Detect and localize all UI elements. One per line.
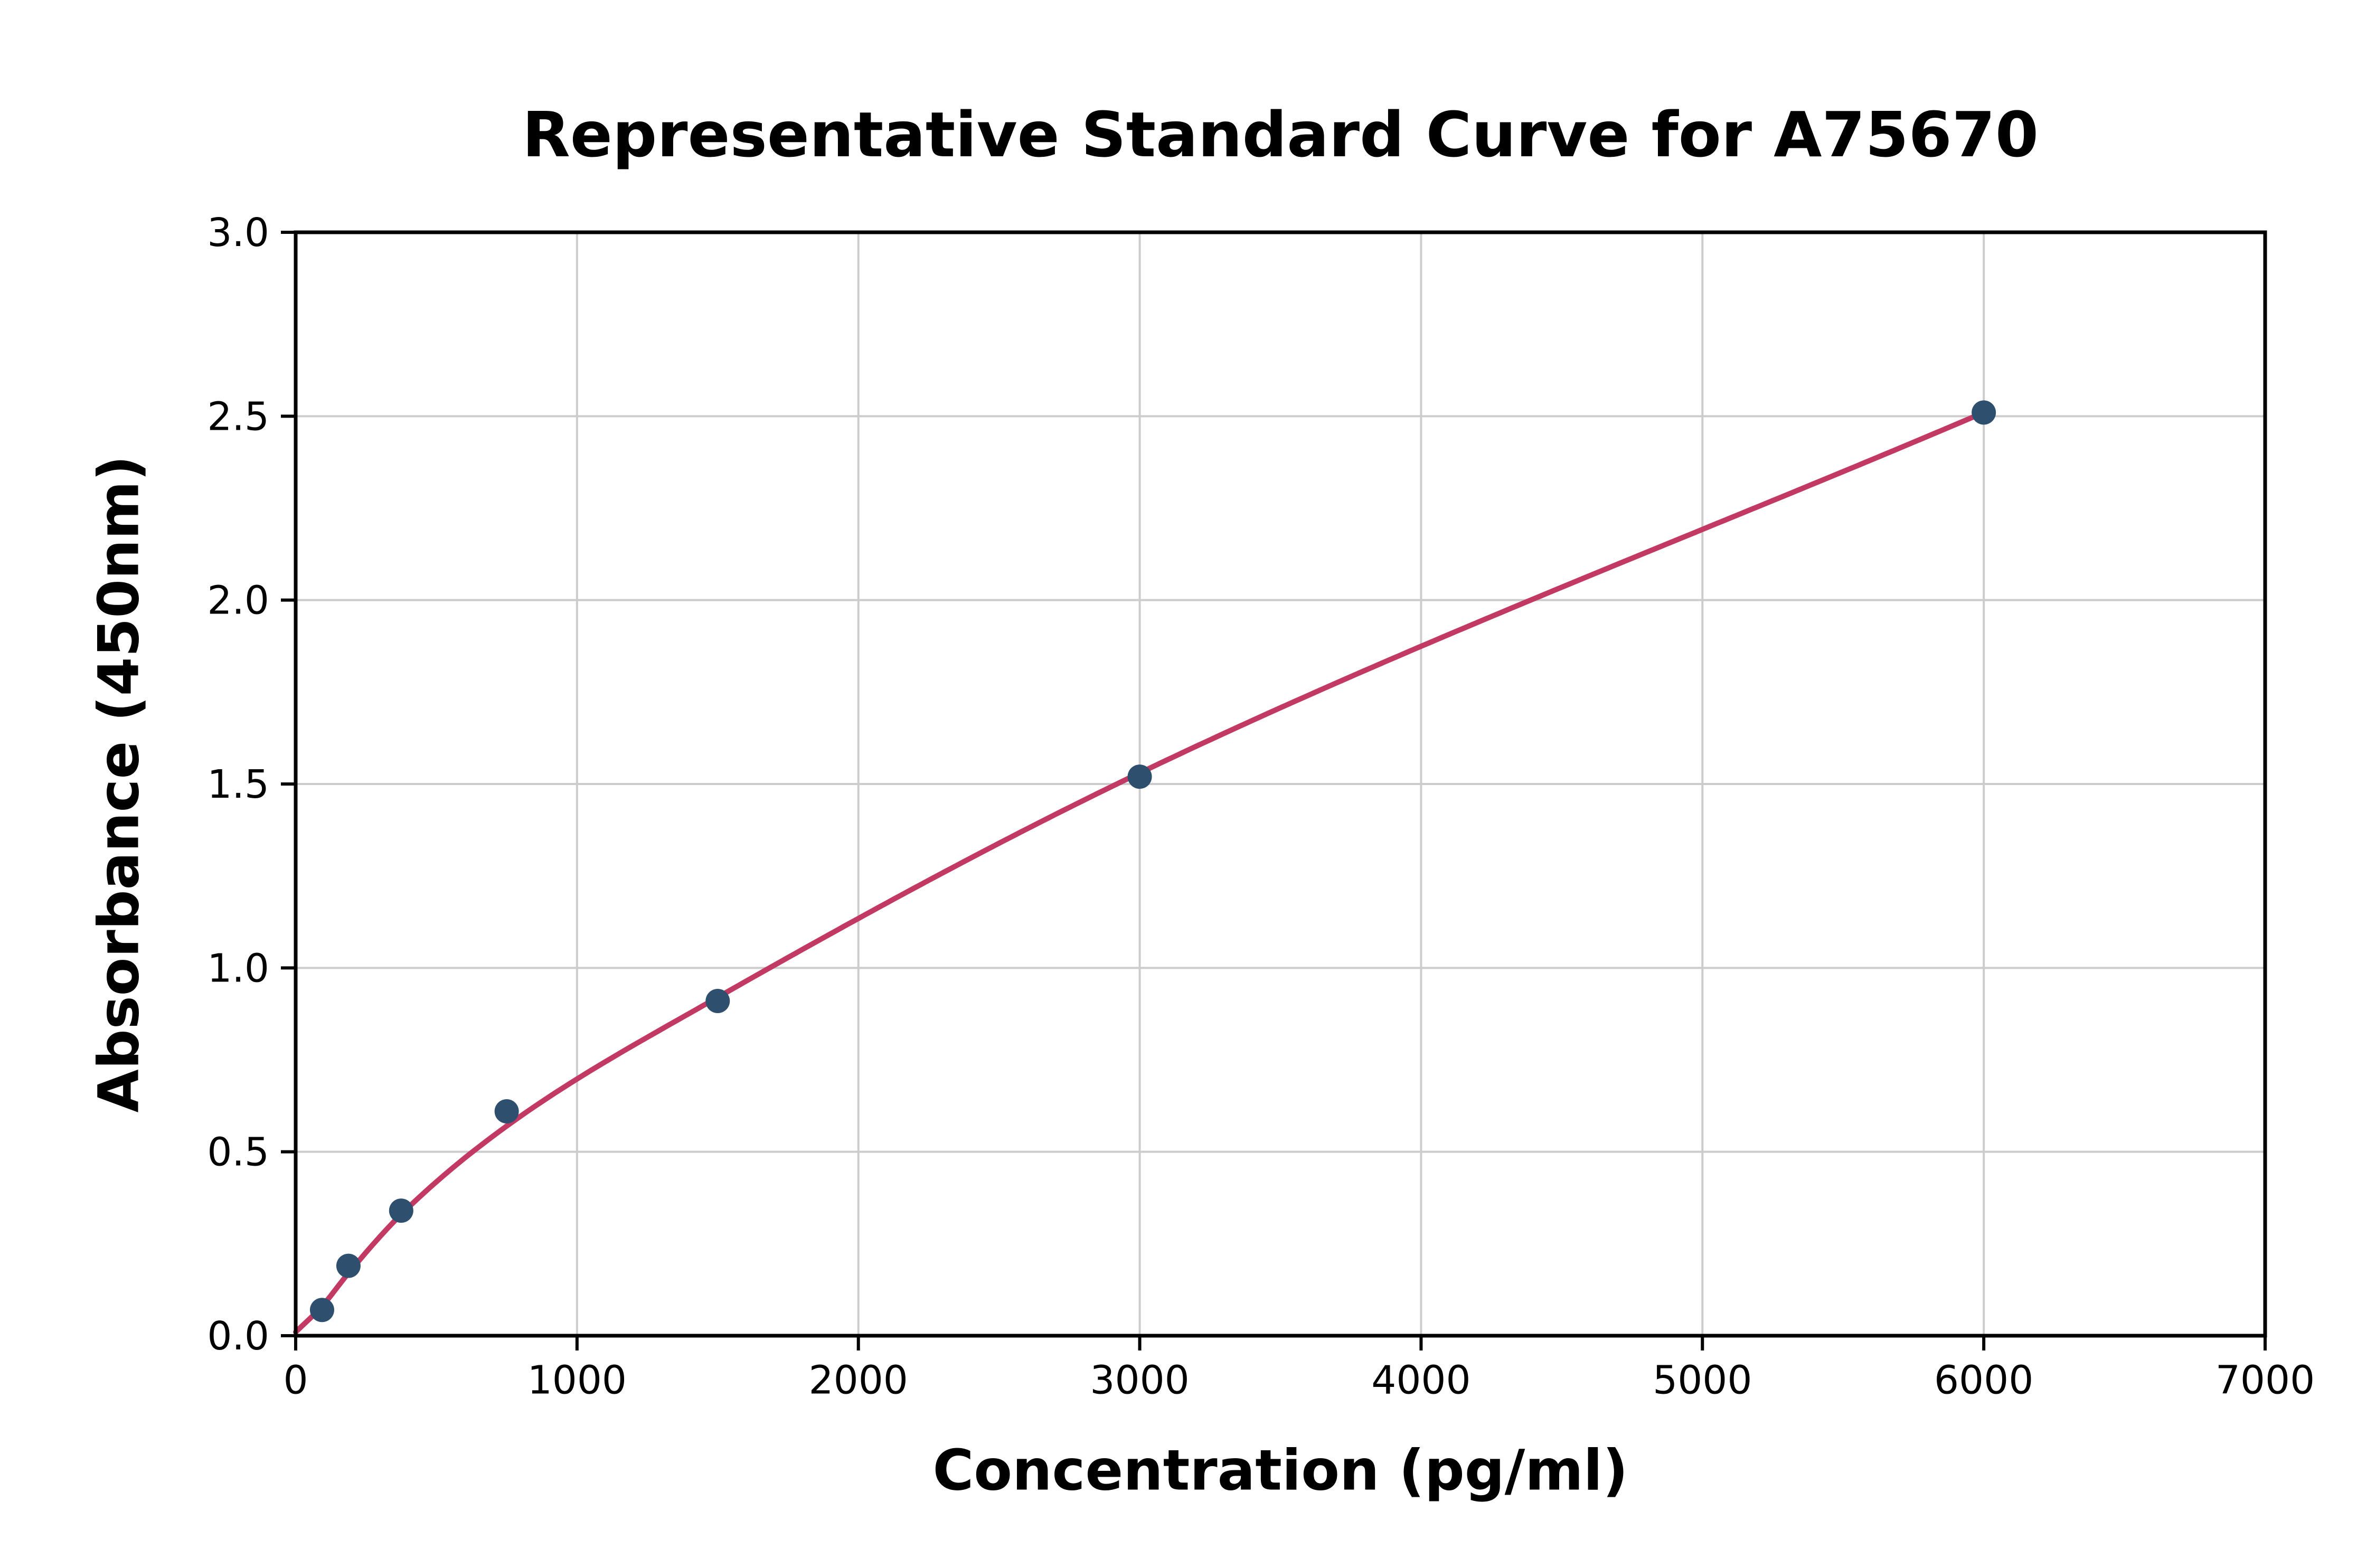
data-point	[309, 1298, 334, 1323]
chart-title: Representative Standard Curve for A75670	[522, 98, 2039, 171]
data-point	[389, 1198, 413, 1223]
y-tick-label: 3.0	[207, 210, 269, 256]
data-point	[1972, 400, 1996, 425]
y-tick-label: 1.0	[207, 946, 269, 991]
data-point	[494, 1099, 519, 1124]
x-tick-label: 6000	[1934, 1357, 2033, 1403]
y-tick-label: 1.5	[207, 762, 269, 807]
data-point	[336, 1253, 361, 1278]
x-tick-label: 4000	[1371, 1357, 1470, 1403]
x-tick-label: 0	[283, 1357, 308, 1403]
x-axis-label: Concentration (pg/ml)	[932, 1438, 1628, 1503]
y-tick-label: 2.5	[207, 394, 269, 439]
y-tick-label: 0.0	[207, 1314, 269, 1359]
x-tick-label: 3000	[1090, 1357, 1189, 1403]
x-tick-label: 2000	[809, 1357, 908, 1403]
x-tick-label: 1000	[527, 1357, 627, 1403]
x-tick-label: 7000	[2215, 1357, 2315, 1403]
y-tick-label: 2.0	[207, 578, 269, 624]
data-point	[705, 989, 730, 1014]
data-point	[1127, 764, 1152, 789]
y-tick-label: 0.5	[207, 1130, 269, 1175]
x-tick-label: 5000	[1653, 1357, 1752, 1403]
